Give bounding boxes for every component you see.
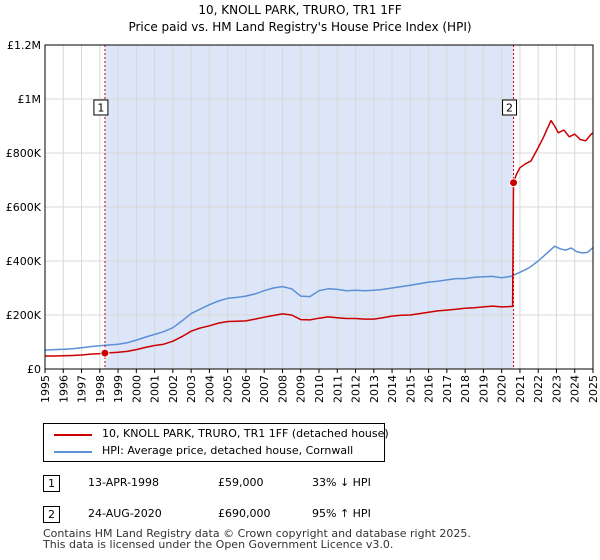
x-tick-label: 2013 [368,375,381,403]
x-tick-label: 2017 [441,375,454,403]
plot-border [44,44,594,370]
x-tick-label: 2019 [477,375,490,403]
legend-label-hpi: HPI: Average price, detached house, Corn… [102,444,354,457]
legend-swatch-property [54,434,92,436]
y-tick-label: £600K [6,201,42,214]
sale-label: 2 [506,102,513,115]
transaction-row: 1 13-APR-1998 £59,000 33% ↓ HPI [0,475,600,493]
chart-subtitle: Price paid vs. HM Land Registry's House … [128,20,472,34]
transaction-hpi-change: 95% ↑ HPI [312,507,371,520]
x-tick-label: 2011 [331,375,344,403]
x-tick-label: 2012 [350,375,363,403]
x-tick-label: 2023 [550,375,563,403]
x-tick-label: 2010 [313,375,326,403]
y-tick-label: £1M [18,93,42,106]
price-chart: 1 2 £0 £200K £400K £600K £800K £1M £1.2M 1995 199… [6,39,600,403]
legend-label-property: 10, KNOLL PARK, TRURO, TR1 1FF (detached… [102,427,389,440]
transaction-number: 2 [43,506,60,523]
x-tick-label: 1997 [76,375,89,403]
footer-licence: This data is licensed under the Open Gov… [43,538,394,551]
x-tick-label: 2003 [185,375,198,403]
y-tick-label: £200K [6,309,42,322]
x-tick-label: 2015 [404,375,417,403]
series-line-property [45,119,594,357]
x-tick-label: 2007 [258,375,271,403]
series-line-hpi [44,245,594,351]
x-tick-label: 1995 [39,375,52,403]
chart-title: 10, KNOLL PARK, TRURO, TR1 1FF [198,3,402,17]
legend: 10, KNOLL PARK, TRURO, TR1 1FF (detached… [43,423,389,462]
footer-copyright: Contains HM Land Registry data © Crown c… [43,527,471,540]
x-tick-label: 2009 [295,375,308,403]
transaction-price: £690,000 [218,507,271,520]
x-tick-label: 2024 [569,375,582,403]
x-tick-label: 1996 [57,375,70,403]
x-tick-label: 2001 [149,375,162,403]
x-tick-label: 2004 [203,375,216,403]
transaction-row: 2 24-AUG-2020 £690,000 95% ↑ HPI [0,506,600,524]
transaction-date: 24-AUG-2020 [88,507,162,520]
legend-swatch-hpi [54,451,92,453]
y-tick-label: £1.2M [7,39,41,52]
transaction-number: 1 [43,475,60,492]
x-tick-label: 2006 [240,375,253,403]
footer: Contains HM Land Registry data © Crown c… [43,528,471,550]
y-tick-label: £800K [6,147,42,160]
sale-point [100,348,110,358]
x-tick-label: 2008 [276,375,289,403]
sale-label-box [502,99,518,116]
x-tick-label: 2018 [459,375,472,403]
x-tick-label: 1998 [94,375,107,403]
y-tick-label: £0 [27,363,41,376]
x-tick-label: 2020 [496,375,509,403]
x-tick-label: 2016 [423,375,436,403]
sale-point [509,178,519,188]
x-tick-label: 2000 [130,375,143,403]
x-tick-label: 2022 [532,375,545,403]
sale-label-box [93,99,109,116]
transaction-hpi-change: 33% ↓ HPI [312,476,371,489]
x-tick-label: 2025 [587,375,600,403]
transaction-date: 13-APR-1998 [88,476,160,489]
transaction-price: £59,000 [218,476,264,489]
x-tick-label: 2002 [167,375,180,403]
sale-label: 1 [97,102,104,115]
x-tick-label: 1999 [112,375,125,403]
x-tick-label: 2005 [222,375,235,403]
x-tick-label: 2014 [386,375,399,403]
y-tick-label: £400K [6,255,42,268]
x-tick-label: 2021 [514,375,527,403]
